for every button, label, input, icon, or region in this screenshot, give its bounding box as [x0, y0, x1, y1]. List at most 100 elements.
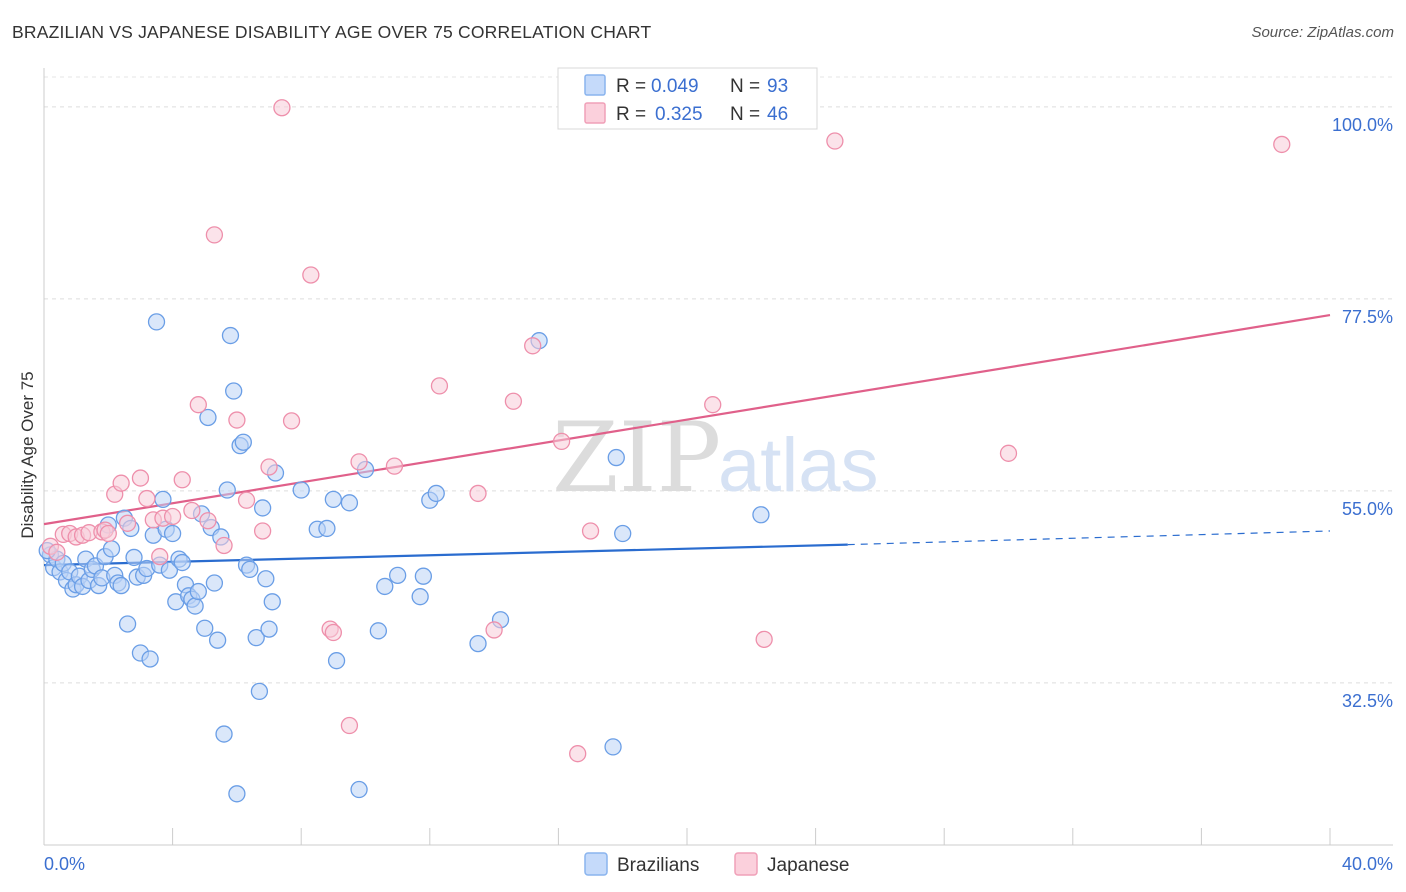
point-brazilians-85	[469, 634, 487, 653]
point-brazilians-38	[163, 524, 182, 543]
point-brazilians-48	[196, 619, 214, 637]
point-brazilians-26	[125, 548, 143, 567]
point-brazilians-68	[263, 593, 281, 611]
y-tick-label-0: 32.5%	[1342, 691, 1393, 711]
point-brazilians-55	[218, 481, 236, 499]
point-brazilians-62	[241, 560, 259, 579]
point-japanese-12	[118, 514, 137, 532]
y-tick-label-3: 100.0%	[1332, 115, 1393, 135]
point-brazilians-51	[205, 574, 224, 592]
point-brazilians-57	[225, 382, 243, 400]
point-japanese-33	[324, 623, 343, 642]
point-brazilians-63	[247, 628, 265, 647]
point-japanese-29	[273, 99, 291, 117]
legend-n-label-brazilians: N =	[730, 76, 760, 97]
legend-r-label-japanese: R =	[616, 104, 646, 125]
point-brazilians-76	[350, 780, 368, 799]
chart-title: BRAZILIAN VS JAPANESE DISABILITY AGE OVE…	[12, 22, 652, 42]
point-japanese-40	[504, 392, 523, 410]
trend-line-japanese	[43, 313, 1331, 526]
point-japanese-28	[260, 458, 278, 476]
point-brazilians-22	[112, 576, 130, 595]
watermark-zip: ZIP	[552, 402, 721, 514]
legend-swatch-brazilians	[584, 74, 606, 96]
point-brazilians-24	[118, 615, 137, 633]
point-brazilians-31	[141, 650, 159, 668]
point-brazilians-73	[324, 490, 343, 509]
x-tick-label-max: 40.0%	[1342, 854, 1393, 874]
point-brazilians-41	[173, 553, 191, 572]
point-japanese-13	[131, 469, 150, 487]
series-legend-swatch-japanese	[734, 852, 758, 876]
point-brazilians-89	[604, 738, 622, 756]
legend-r-value-brazilians: 0.049	[651, 76, 699, 97]
legend-n-label-japanese: N =	[730, 104, 760, 125]
point-japanese-38	[469, 484, 487, 503]
point-japanese-11	[112, 474, 130, 492]
point-japanese-21	[189, 396, 207, 414]
point-brazilians-75	[340, 494, 359, 512]
point-japanese-26	[237, 491, 256, 509]
legend-r-label-brazilians: R =	[616, 76, 646, 97]
point-brazilians-80	[388, 566, 407, 584]
point-japanese-9	[99, 524, 117, 543]
point-brazilians-52	[208, 631, 227, 649]
point-japanese-31	[302, 266, 320, 284]
point-brazilians-82	[414, 567, 433, 585]
point-japanese-19	[173, 471, 191, 489]
series-legend-label-brazilians: Brazilians	[617, 855, 699, 876]
point-japanese-34	[340, 716, 359, 735]
point-japanese-24	[215, 536, 233, 555]
point-brazilians-60	[234, 433, 252, 451]
point-brazilians-67	[260, 620, 278, 638]
point-japanese-36	[385, 457, 404, 475]
point-brazilians-56	[221, 326, 240, 345]
point-brazilians-72	[318, 519, 336, 538]
point-brazilians-35	[154, 490, 172, 509]
point-japanese-49	[1273, 135, 1291, 154]
legend-n-value-japanese: 46	[767, 104, 788, 125]
y-tick-label-1: 55.0%	[1342, 499, 1393, 519]
x-tick-label-min: 0.0%	[44, 854, 85, 874]
point-japanese-22	[199, 512, 217, 530]
point-brazilians-65	[253, 499, 272, 517]
point-brazilians-84	[427, 484, 445, 503]
point-brazilians-58	[228, 785, 246, 803]
point-japanese-42	[552, 432, 571, 451]
legend-r-value-japanese: 0.325	[655, 104, 703, 125]
point-japanese-41	[524, 337, 542, 355]
point-japanese-1	[48, 543, 66, 561]
point-japanese-39	[485, 621, 503, 639]
x-tick-labels: 0.0% 40.0%	[44, 854, 1393, 874]
point-japanese-48	[999, 444, 1018, 462]
point-japanese-18	[163, 507, 182, 526]
y-tick-label-2: 77.5%	[1342, 307, 1393, 327]
point-brazilians-90	[614, 524, 632, 543]
stats-legend: R = 0.049 N = 93 R = 0.325 N = 46	[557, 67, 818, 130]
point-brazilians-78	[369, 622, 388, 640]
gridlines	[44, 76, 1393, 684]
point-japanese-46	[755, 630, 773, 648]
point-brazilians-49	[199, 408, 217, 427]
trend-line-extension-brazilians	[847, 530, 1331, 546]
series-legend-label-japanese: Japanese	[767, 855, 849, 876]
point-japanese-23	[205, 226, 224, 244]
series-brazilians	[38, 313, 770, 803]
point-japanese-14	[138, 489, 156, 508]
axes	[43, 68, 1393, 846]
point-japanese-45	[704, 396, 722, 414]
point-brazilians-70	[292, 481, 310, 499]
watermark: ZIP atlas	[552, 402, 879, 514]
point-brazilians-66	[257, 570, 275, 588]
legend-n-value-brazilians: 93	[767, 76, 788, 97]
point-brazilians-64	[250, 682, 269, 701]
point-japanese-25	[228, 411, 246, 429]
point-japanese-43	[569, 745, 587, 763]
y-axis-title: Disability Age Over 75	[18, 371, 37, 538]
point-brazilians-33	[147, 313, 166, 331]
point-japanese-27	[253, 522, 272, 540]
point-brazilians-19	[102, 540, 121, 558]
point-brazilians-46	[189, 582, 207, 601]
data-points	[38, 99, 1291, 803]
point-brazilians-81	[411, 588, 429, 606]
